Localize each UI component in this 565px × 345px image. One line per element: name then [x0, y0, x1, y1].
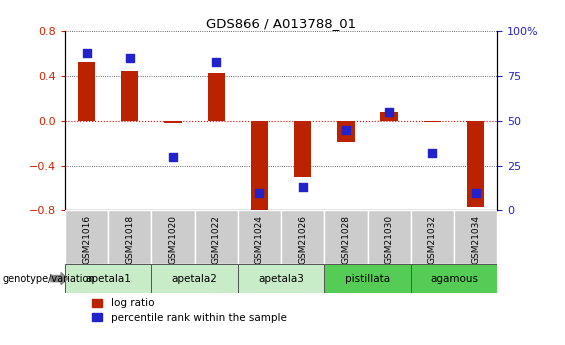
Point [298, 184, 307, 190]
Bar [467, 121, 484, 207]
Point [212, 59, 221, 64]
Text: agamous: agamous [430, 274, 478, 284]
Bar [424, 121, 441, 122]
Text: GSM21026: GSM21026 [298, 215, 307, 264]
Point [428, 150, 437, 156]
Bar [380, 112, 398, 121]
FancyBboxPatch shape [324, 264, 411, 293]
Text: GSM21022: GSM21022 [212, 215, 221, 264]
Text: GSM21032: GSM21032 [428, 215, 437, 264]
Bar [337, 121, 355, 142]
FancyBboxPatch shape [367, 210, 411, 264]
FancyBboxPatch shape [238, 264, 324, 293]
FancyBboxPatch shape [411, 264, 497, 293]
Text: GSM21034: GSM21034 [471, 215, 480, 264]
Text: GSM21016: GSM21016 [82, 215, 91, 264]
FancyBboxPatch shape [151, 264, 238, 293]
Text: apetala3: apetala3 [258, 274, 304, 284]
FancyBboxPatch shape [238, 210, 281, 264]
Point [82, 50, 91, 55]
Point [341, 127, 350, 132]
Bar [164, 121, 182, 123]
Legend: log ratio, percentile rank within the sample: log ratio, percentile rank within the sa… [92, 298, 286, 323]
FancyBboxPatch shape [454, 210, 497, 264]
Bar [78, 62, 95, 121]
Text: pistillata: pistillata [345, 274, 390, 284]
Title: GDS866 / A013788_01: GDS866 / A013788_01 [206, 17, 356, 30]
Text: GSM21028: GSM21028 [341, 215, 350, 264]
Text: GSM21018: GSM21018 [125, 215, 134, 264]
Bar [294, 121, 311, 177]
Text: GSM21020: GSM21020 [168, 215, 177, 264]
Point [385, 109, 394, 115]
Text: genotype/variation: genotype/variation [3, 274, 95, 284]
Bar [121, 71, 138, 121]
FancyBboxPatch shape [194, 210, 238, 264]
Point [125, 55, 134, 61]
Text: apetala1: apetala1 [85, 274, 131, 284]
Text: GSM21024: GSM21024 [255, 215, 264, 264]
Point [471, 190, 480, 195]
FancyBboxPatch shape [411, 210, 454, 264]
FancyBboxPatch shape [324, 210, 367, 264]
Point [168, 154, 177, 159]
Text: GSM21030: GSM21030 [385, 215, 394, 264]
Text: apetala2: apetala2 [172, 274, 218, 284]
FancyBboxPatch shape [151, 210, 194, 264]
Bar [251, 121, 268, 214]
Bar [207, 72, 225, 121]
Point [255, 190, 264, 195]
FancyBboxPatch shape [65, 210, 108, 264]
FancyBboxPatch shape [108, 210, 151, 264]
FancyBboxPatch shape [65, 264, 151, 293]
FancyBboxPatch shape [281, 210, 324, 264]
